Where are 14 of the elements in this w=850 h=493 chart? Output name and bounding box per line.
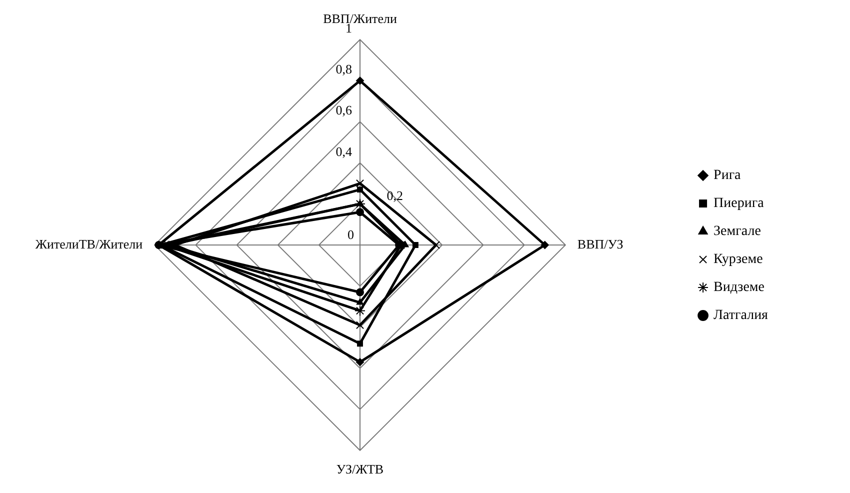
y-tick-label: 0,8: [336, 62, 352, 77]
legend-label: Видземе: [714, 280, 764, 296]
y-tick-label: 0: [348, 226, 354, 242]
y-tick-label: 0,6: [336, 102, 352, 118]
y-tick-label: 0,4: [336, 144, 352, 159]
legend-label: Земгале: [714, 224, 761, 240]
legend-label: Латгалия: [714, 308, 769, 324]
legend-label: Курземе: [714, 252, 763, 268]
y-tick-label: 0,2: [386, 188, 403, 203]
spoke-label: УЗ/ЖТВ: [336, 462, 384, 477]
legend-label: Рига: [714, 168, 742, 184]
spoke-label: ЖителиТВ/Жители: [35, 236, 143, 252]
legend-label: Пиерига: [714, 196, 765, 212]
spoke-label: ВВП/УЗ: [577, 236, 624, 252]
